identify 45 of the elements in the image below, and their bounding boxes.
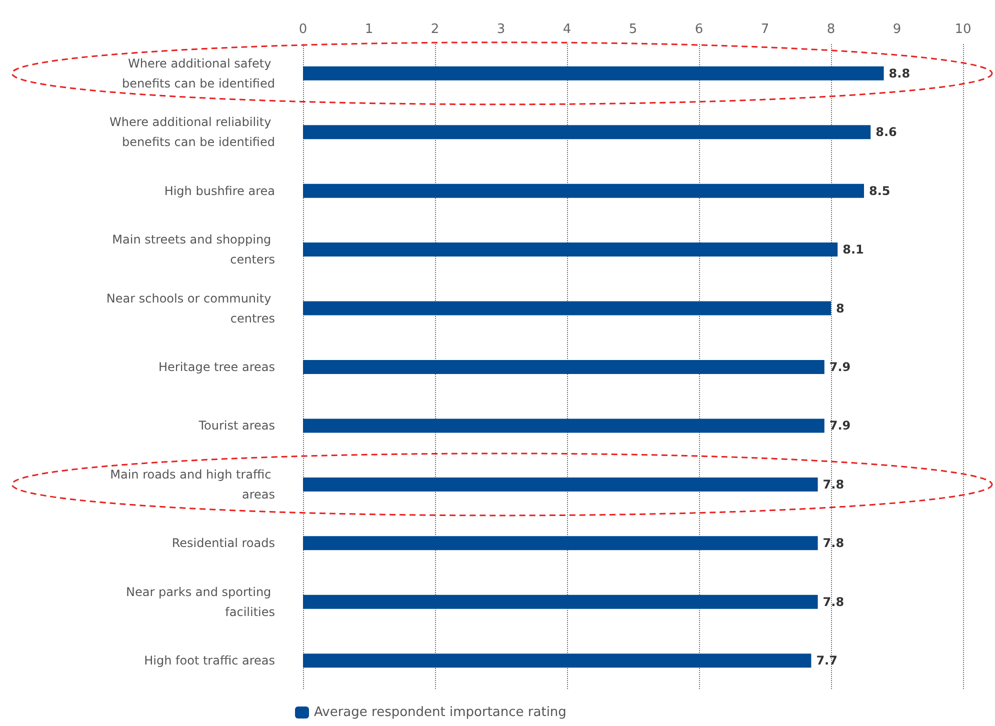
bar bbox=[303, 301, 831, 316]
y-tick-label: High foot traffic areas bbox=[144, 654, 275, 668]
y-tick-label: High bushfire area bbox=[164, 184, 275, 198]
bar bbox=[303, 242, 838, 257]
x-tick-label: 4 bbox=[562, 22, 572, 37]
bar bbox=[303, 125, 871, 140]
y-tick-label: Main roads and high traffic areas bbox=[110, 467, 275, 502]
x-tick-label: 8 bbox=[826, 22, 836, 37]
bar bbox=[303, 418, 824, 433]
y-tick-label: Heritage tree areas bbox=[158, 360, 275, 374]
bar bbox=[303, 360, 824, 374]
x-tick-label: 0 bbox=[298, 22, 308, 37]
x-tick-label: 7 bbox=[760, 22, 770, 37]
y-tick-label: Main streets and shopping centers bbox=[112, 232, 275, 267]
data-label: 7.8 bbox=[822, 477, 844, 492]
y-tick-label: Where additional safety benefits can be identified bbox=[122, 56, 275, 90]
x-tick-label: 1 bbox=[364, 22, 374, 37]
x-tick-label: 6 bbox=[694, 22, 704, 37]
bar bbox=[303, 654, 812, 668]
data-label: 8.1 bbox=[842, 242, 864, 257]
data-label: 8 bbox=[836, 301, 844, 316]
data-label: 7.8 bbox=[822, 594, 844, 609]
bar bbox=[303, 536, 818, 550]
data-label: 8.8 bbox=[888, 66, 910, 80]
data-label: 8.5 bbox=[869, 184, 890, 198]
y-tick-label: Tourist areas bbox=[198, 418, 275, 433]
x-tick-label: 10 bbox=[954, 22, 972, 37]
bar bbox=[303, 66, 884, 80]
data-label: 7.8 bbox=[822, 536, 844, 550]
x-tick-label: 3 bbox=[496, 22, 506, 37]
y-tick-label: Near parks and sporting facilities bbox=[126, 584, 275, 619]
y-tick-label: Where additional reliability benefits can be identified bbox=[110, 115, 275, 150]
bar bbox=[303, 184, 864, 198]
x-tick-label: 2 bbox=[430, 22, 440, 37]
x-tick-label: 9 bbox=[892, 22, 902, 37]
x-tick-label: 5 bbox=[628, 22, 638, 37]
data-label: 7.9 bbox=[829, 418, 851, 433]
bar bbox=[303, 594, 818, 609]
data-label: 7.9 bbox=[829, 360, 851, 374]
legend-label: Average respondent importance rating bbox=[314, 705, 566, 720]
data-label: 8.6 bbox=[876, 125, 897, 140]
y-tick-label: Near schools or community centres bbox=[106, 291, 275, 326]
bar bbox=[303, 477, 818, 492]
y-tick-label: Residential roads bbox=[172, 536, 275, 550]
data-label: 7.7 bbox=[816, 654, 838, 668]
